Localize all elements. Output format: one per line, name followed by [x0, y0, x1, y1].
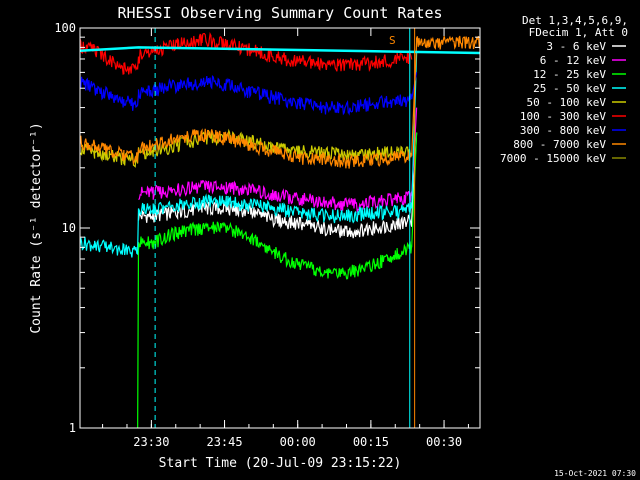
x-tick-label-2: 00:00 [280, 435, 316, 449]
legend-label-8: 7000 - 15000 keV [500, 152, 606, 165]
chart-title: RHESSI Observing Summary Count Rates [117, 4, 442, 22]
legend-header-line-0: Det 1,3,4,5,6,9, [522, 14, 628, 27]
series-layer [80, 32, 480, 428]
footer-date: 15-Oct-2021 07:30 [554, 469, 636, 478]
series-line-4 [80, 128, 413, 168]
series-line-5 [80, 32, 413, 75]
legend-label-5: 100 - 300 keV [520, 110, 606, 123]
legend-label-4: 50 - 100 keV [527, 96, 607, 109]
x-tick-label-4: 00:30 [426, 435, 462, 449]
plot-frame [79, 27, 481, 429]
x-tick-label-0: 23:30 [133, 435, 169, 449]
x-tick-label-1: 23:45 [206, 435, 242, 449]
x-tick-label-3: 00:15 [353, 435, 389, 449]
background-rate-line [80, 46, 480, 55]
series-line-3 [80, 52, 418, 258]
x-axis-label: Start Time (20-Jul-09 23:15:22) [159, 456, 402, 471]
legend-label-7: 800 - 7000 keV [513, 138, 606, 151]
legend-label-0: 3 - 6 keV [546, 40, 606, 53]
legend-label-1: 6 - 12 keV [540, 54, 607, 67]
legend-label-3: 25 - 50 keV [533, 82, 606, 95]
series-line-1 [138, 107, 418, 214]
legend-header-line-1: FDecim 1, Att 0 [529, 26, 628, 39]
series-line-0 [137, 132, 418, 239]
series-line-6 [80, 72, 418, 116]
series-line-7 [80, 35, 480, 169]
series-line-2 [137, 132, 418, 428]
y-tick-label-0: 1 [69, 421, 76, 435]
legend-label-6: 300 - 800 keV [520, 124, 606, 137]
y-axis-label: Count Rate (s⁻¹ detector⁻¹) [29, 122, 44, 333]
legend: Det 1,3,4,5,6,9,FDecim 1, Att 03 - 6 keV… [500, 14, 628, 165]
y-tick-label-1: 10 [62, 221, 76, 235]
vline-layer [154, 28, 416, 428]
annotation-flag: S [389, 34, 396, 47]
axis-layer: 23:30 23:45 00:00 00:15 00:30 1 10 100 [54, 21, 480, 449]
legend-label-2: 12 - 25 keV [533, 68, 606, 81]
y-tick-label-2: 100 [54, 21, 76, 35]
